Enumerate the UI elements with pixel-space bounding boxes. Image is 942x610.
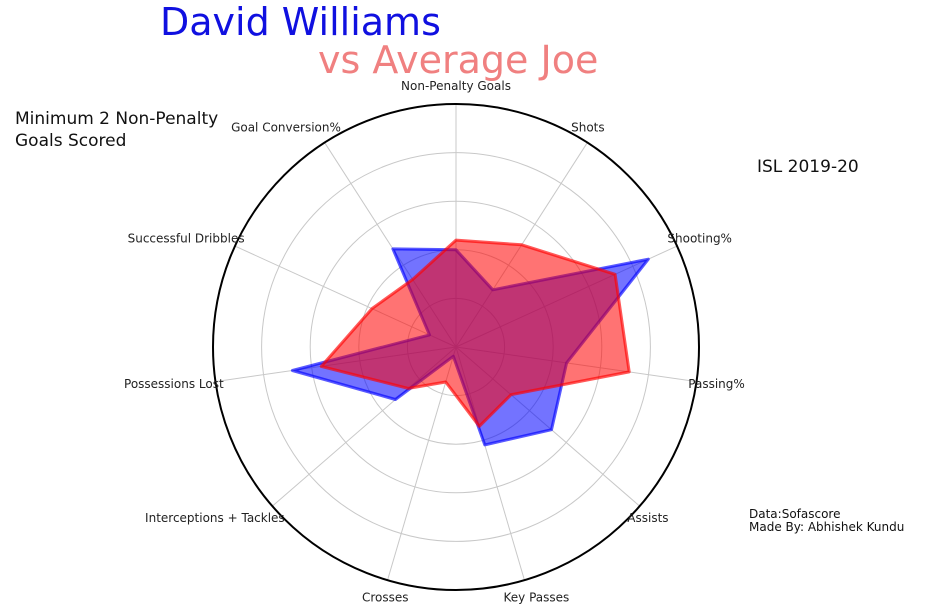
axis-label: Possessions Lost	[124, 377, 224, 391]
series-area-2	[319, 238, 631, 428]
filter-note-line-1: Minimum 2 Non-Penalty	[15, 109, 219, 129]
axis-label: Passing%	[688, 377, 745, 391]
axis-label: Assists	[627, 511, 668, 525]
axis-label: Shots	[571, 120, 605, 134]
axis-label: Successful Dribbles	[128, 232, 245, 246]
axis-label: Shooting%	[667, 232, 732, 246]
credits: Data:Sofascore Made By: Abhishek Kundu	[749, 508, 904, 534]
data-source: Data:Sofascore	[749, 507, 841, 521]
chart-subtitle: vs Average Joe	[318, 38, 599, 82]
axis-label: Interceptions + Tackles	[145, 511, 285, 525]
filter-note-line-2: Goals Scored	[15, 131, 127, 151]
author-credit: Made By: Abhishek Kundu	[749, 520, 905, 534]
season-label: ISL 2019-20	[757, 157, 859, 177]
filter-note: Minimum 2 Non-Penalty Goals Scored	[15, 108, 218, 152]
axis-label: Key Passes	[504, 590, 570, 604]
radar-frame	[212, 103, 700, 591]
axis-label: Goal Conversion%	[231, 120, 341, 134]
axis-label: Crosses	[362, 590, 409, 604]
chart-title: David Williams	[160, 0, 441, 44]
grid-spoke	[387, 346, 457, 581]
axis-label: Non-Penalty Goals	[401, 79, 511, 93]
